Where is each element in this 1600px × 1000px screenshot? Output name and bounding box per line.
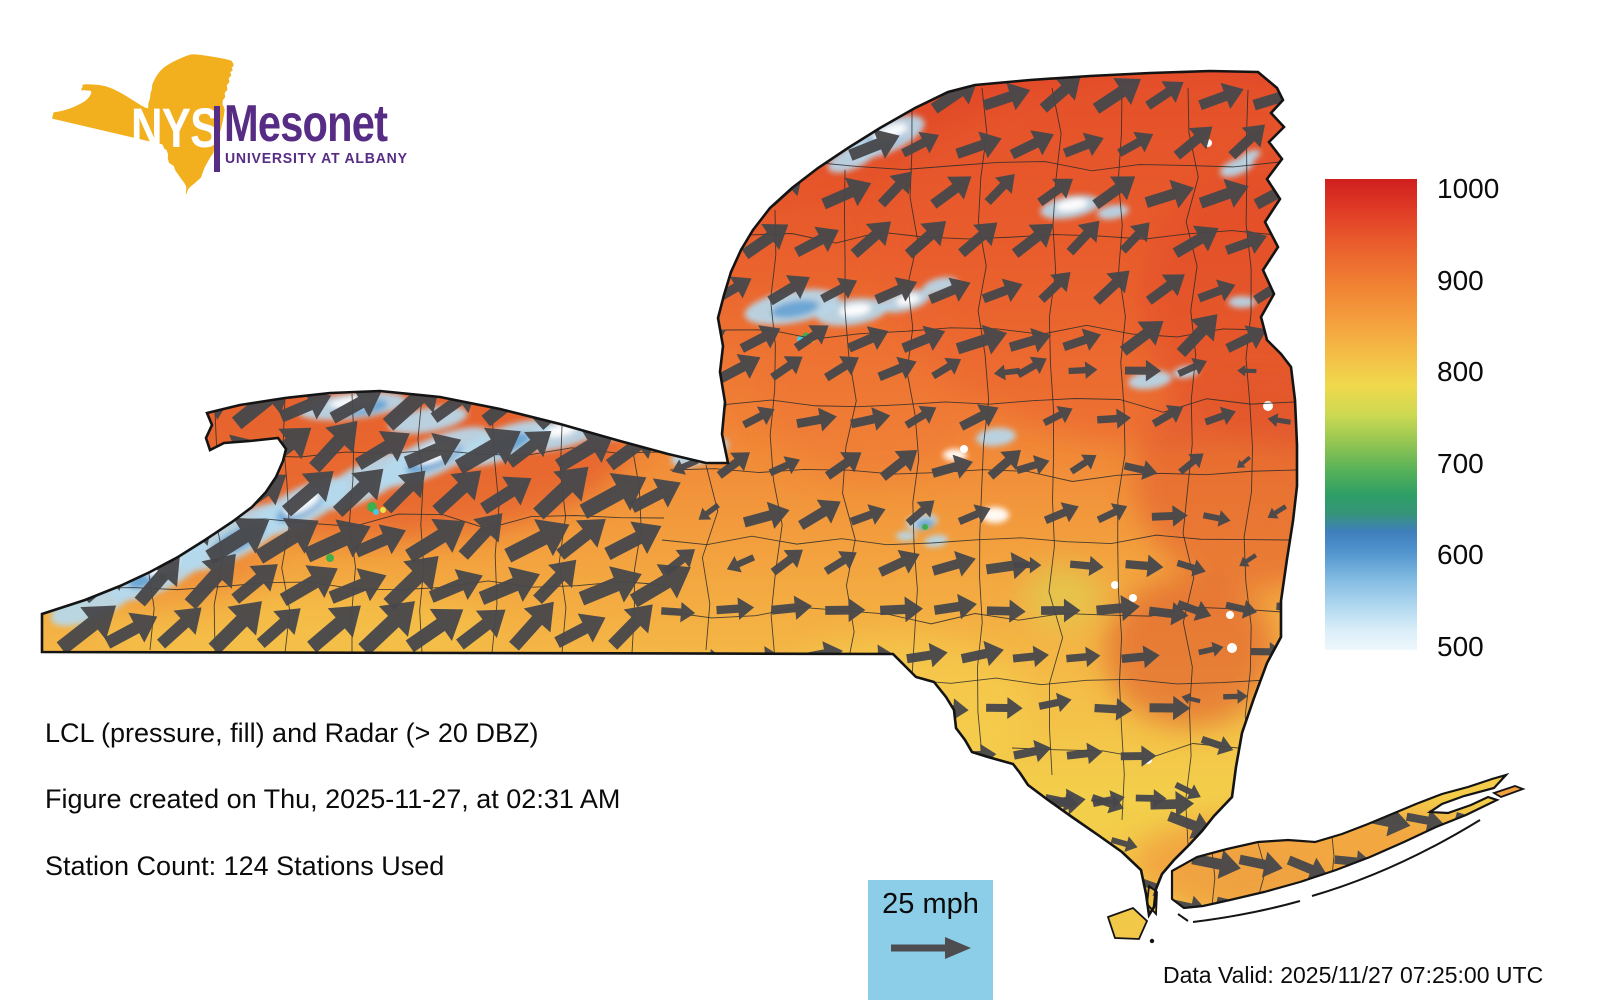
- colorbar-tick-label: 1000: [1437, 173, 1500, 204]
- wind-speed-legend: 25 mph: [868, 880, 993, 1000]
- station-count-line: Station Count: 124 Stations Used: [45, 851, 445, 881]
- barrier-islands: [1177, 819, 1481, 923]
- data-valid-timestamp: Data Valid: 2025/11/27 07:25:00 UTC: [1163, 962, 1544, 988]
- figure-created-line: Figure created on Thu, 2025-11-27, at 02…: [45, 784, 621, 814]
- pressure-colorbar: [1325, 179, 1417, 650]
- figure-title: LCL (pressure, fill) and Radar (> 20 DBZ…: [45, 718, 539, 748]
- colorbar-tick-label: 700: [1437, 447, 1484, 479]
- logo-divider-bar: [214, 106, 220, 172]
- state-outline: [40, 69, 1526, 944]
- logo-mesonet-text: Mesonet: [224, 95, 388, 153]
- wind-arrow-icon: [890, 937, 971, 959]
- logo-university-text: UNIVERSITY AT ALBANY: [225, 151, 408, 167]
- colorbar-tick-label: 600: [1437, 539, 1484, 571]
- state-fill-layers: [42, 71, 1523, 939]
- wind-speed-label: 25 mph: [882, 888, 979, 920]
- colorbar-tick-label: 800: [1437, 356, 1484, 388]
- logo-nys-text: NYS: [131, 96, 219, 159]
- colorbar-tick-label: 500: [1437, 631, 1484, 662]
- colorbar-tick-label: 900: [1437, 264, 1484, 296]
